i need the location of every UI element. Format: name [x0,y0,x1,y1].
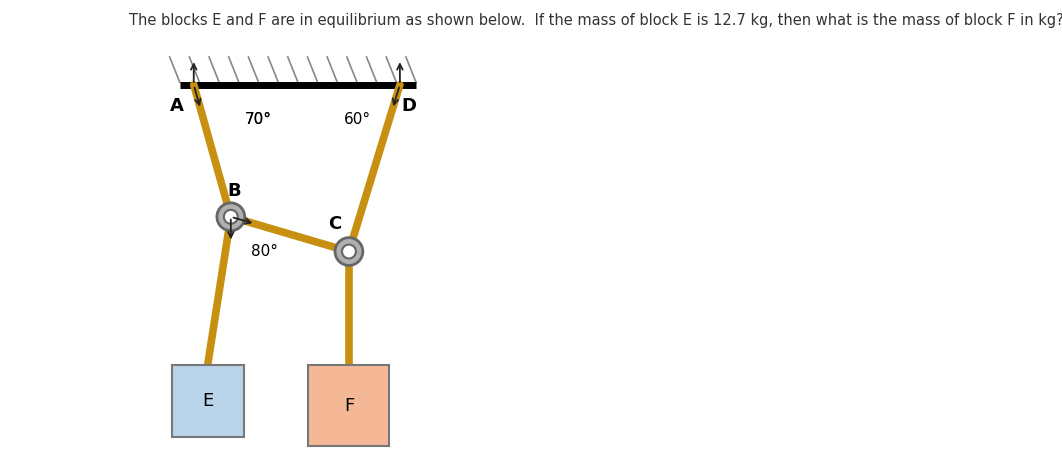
Circle shape [335,238,363,266]
Text: 60°: 60° [344,112,371,127]
Bar [308,365,390,446]
Text: F: F [344,397,354,415]
Text: 70°: 70° [244,112,272,127]
Text: 70°: 70° [244,112,272,127]
Text: 80°: 80° [251,244,278,259]
Circle shape [217,203,244,231]
Text: B: B [227,182,241,200]
Bar [172,365,243,437]
Text: The blocks E and F are in equilibrium as shown below.  If the mass of block E is: The blocks E and F are in equilibrium as… [129,13,1062,28]
Circle shape [224,210,238,224]
Text: C: C [328,215,342,233]
Text: D: D [401,96,416,115]
Circle shape [342,245,356,259]
Text: A: A [170,96,184,115]
Text: E: E [202,392,213,410]
